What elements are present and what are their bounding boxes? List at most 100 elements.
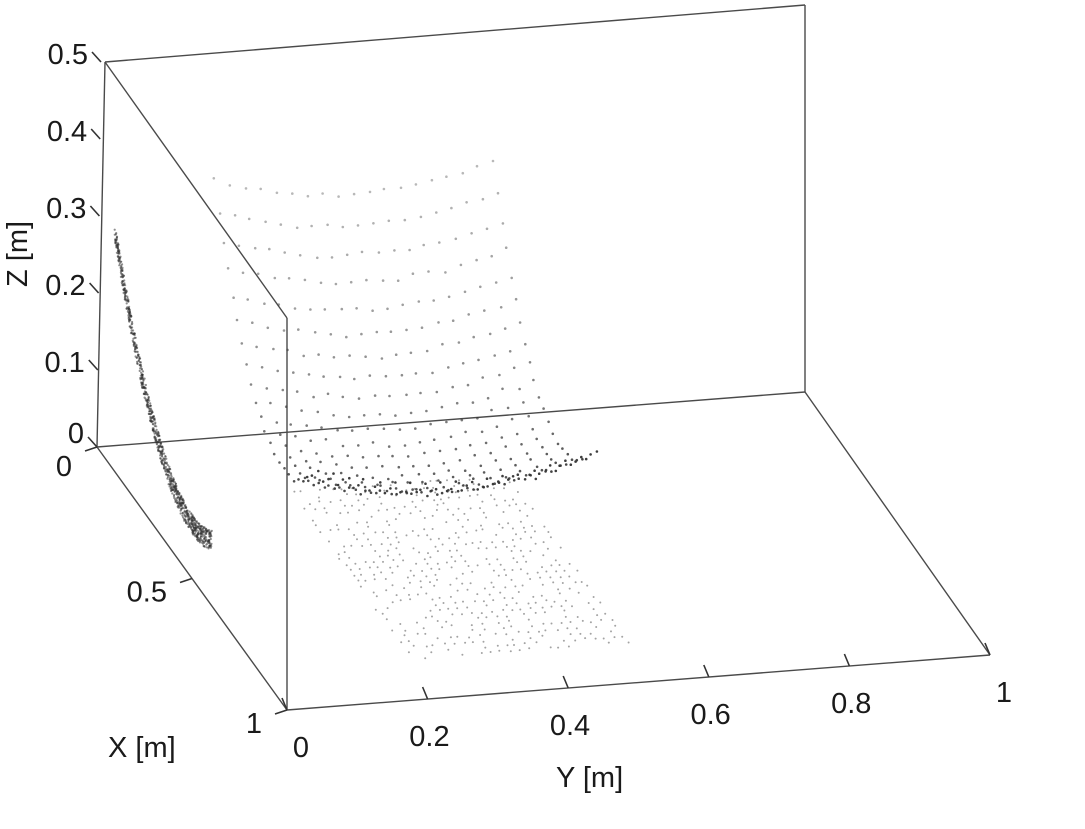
xy-projection-point <box>477 547 480 550</box>
xy-projection-point <box>546 547 549 550</box>
bowl-point <box>245 363 248 366</box>
bowl-point <box>286 348 289 352</box>
xy-projection-point <box>423 517 426 519</box>
bowl-point <box>373 485 377 489</box>
bowl-point <box>451 319 455 323</box>
bowl-point <box>510 276 513 280</box>
xy-projection-point <box>610 630 612 633</box>
bowl-point <box>395 492 398 496</box>
xz-projection-point <box>168 480 171 483</box>
bowl-point <box>375 491 378 495</box>
bowl-point <box>532 378 535 382</box>
xy-projection-point <box>595 626 598 628</box>
bowl-point <box>504 476 508 479</box>
xy-projection-point <box>529 550 532 553</box>
bowl-point <box>394 353 398 357</box>
xy-projection-point <box>336 524 338 527</box>
xy-projection-point <box>426 534 429 537</box>
xz-projection-point <box>155 428 158 431</box>
bowl-point <box>369 491 373 495</box>
bowl-point <box>316 256 319 260</box>
z-tick-label: 0.5 <box>48 39 88 71</box>
xz-projection-point <box>120 267 123 271</box>
xy-projection-point <box>568 575 571 578</box>
xy-projection-point <box>311 519 314 522</box>
bowl-point <box>309 439 313 443</box>
bowl-point <box>322 375 325 378</box>
xy-projection-point <box>558 564 561 566</box>
bowl-point <box>399 491 402 494</box>
bowl-point <box>535 437 538 441</box>
bowl-point <box>475 164 479 168</box>
bowl-point <box>381 464 384 468</box>
xy-projection-point <box>381 612 384 615</box>
bowl-point <box>511 475 515 478</box>
xy-projection-point <box>430 567 433 570</box>
bowl-point <box>327 477 330 481</box>
bowl-point <box>272 452 276 456</box>
bowl-point <box>548 464 552 467</box>
xy-projection-point <box>442 602 445 604</box>
bowl-point <box>501 222 505 225</box>
y-tick <box>421 686 429 700</box>
bowl-point <box>244 187 248 190</box>
bowl-point <box>434 487 438 491</box>
xy-projection-point <box>425 575 428 578</box>
xy-projection-point <box>541 606 544 609</box>
bowl-point <box>520 443 523 446</box>
bowl-point <box>268 247 271 251</box>
xy-projection-point <box>386 554 389 557</box>
xz-projection-point <box>137 353 140 356</box>
xy-projection-point <box>534 542 537 545</box>
bowl-point <box>414 183 418 186</box>
xy-projection-point <box>503 487 505 490</box>
bowl-point <box>318 478 321 482</box>
xz-projection-point <box>179 497 182 500</box>
bowl-point <box>368 190 372 194</box>
xy-projection-point <box>403 634 406 637</box>
xz-projection-point <box>176 490 179 493</box>
xz-projection-point <box>183 510 186 513</box>
xy-projection-point <box>505 633 508 636</box>
xy-projection-point <box>424 632 427 635</box>
xy-projection-point <box>438 568 441 571</box>
xy-projection-point <box>566 627 569 630</box>
xy-projection-point <box>513 545 516 548</box>
xz-projection-point <box>205 531 208 534</box>
xz-projection-point <box>204 539 207 542</box>
xy-projection-point <box>461 572 464 575</box>
xz-projection-point <box>168 465 171 468</box>
xy-projection-point <box>576 616 579 618</box>
xy-projection-point <box>332 488 335 491</box>
xy-projection-point <box>454 601 457 604</box>
xz-projection-point <box>122 284 125 287</box>
bowl-point <box>430 178 434 182</box>
bowl-point <box>349 280 353 284</box>
bowl-point <box>399 186 403 190</box>
xz-projection-point <box>131 320 134 324</box>
xy-projection-point <box>557 588 560 591</box>
xy-projection-point <box>448 549 451 552</box>
xz-projection-point <box>163 459 166 462</box>
bowl-point <box>414 372 418 375</box>
bowl-point <box>454 447 458 451</box>
xy-projection-point <box>517 630 520 633</box>
bowl-point <box>486 485 489 488</box>
xy-projection-point <box>543 611 546 614</box>
bowl-point <box>357 484 360 487</box>
bowl-point <box>263 430 266 433</box>
xz-projection-point <box>159 443 162 446</box>
xz-projection-point <box>173 485 176 488</box>
xy-projection-point <box>557 646 560 649</box>
bowl-point <box>283 251 287 254</box>
xy-projection-point <box>353 574 356 577</box>
xy-projection-point <box>489 651 492 653</box>
bowl-point <box>545 452 549 456</box>
xz-projection-point <box>198 522 201 525</box>
bowl-point <box>272 347 275 351</box>
bowl-point <box>595 450 599 453</box>
xy-projection-point <box>394 518 397 521</box>
xz-projection-point <box>115 238 118 241</box>
bowl-point <box>479 464 483 468</box>
xy-projection-point <box>526 514 529 517</box>
